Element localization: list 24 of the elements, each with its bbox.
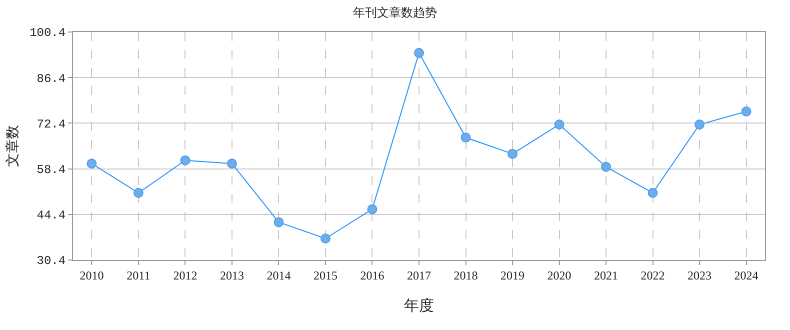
- x-tick-label: 2013: [220, 268, 244, 282]
- x-tick-label: 2024: [734, 268, 758, 282]
- x-tick-label: 2014: [266, 268, 291, 282]
- y-tick-label: 72.4: [36, 117, 66, 132]
- x-tick-label: 2019: [500, 268, 525, 282]
- x-tick-label: 2010: [80, 268, 104, 282]
- x-tick-label: 2012: [173, 268, 198, 282]
- y-tick-label: 86.4: [36, 72, 66, 86]
- y-tick-label: 30.4: [36, 254, 66, 268]
- x-tick-label: 2011: [126, 268, 150, 282]
- y-tick-label: 58.4: [36, 163, 66, 177]
- x-tick-label: 2021: [594, 268, 618, 282]
- x-axis-title: 年度: [404, 297, 434, 314]
- x-tick-label: 2023: [688, 268, 712, 282]
- y-tick-label: 44.4: [36, 208, 66, 223]
- y-axis-title: 文章数: [5, 125, 22, 167]
- x-tick-label: 2016: [360, 268, 384, 282]
- x-tick-label: 2015: [313, 268, 338, 282]
- x-tick-label: 2017: [407, 268, 431, 282]
- y-tick-label: 100.4: [30, 26, 66, 40]
- x-tick-label: 2022: [640, 268, 665, 282]
- chart-title: 年刊文章数趋势: [353, 6, 437, 20]
- x-tick-label: 2020: [547, 268, 572, 282]
- x-tick-label: 2018: [454, 268, 478, 282]
